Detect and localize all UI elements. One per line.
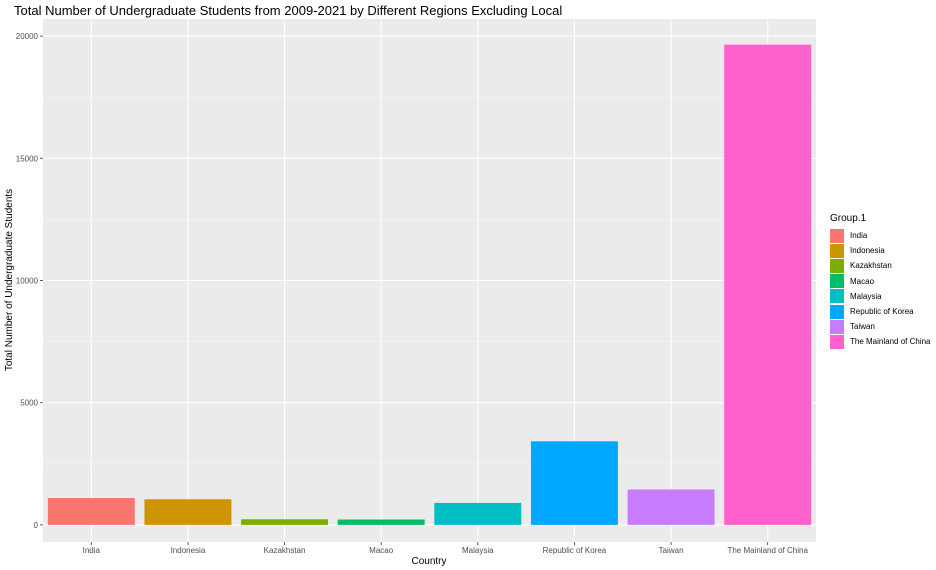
x-tick-label: Republic of Korea [543, 546, 607, 555]
bar [144, 499, 232, 525]
legend-swatch [830, 228, 844, 243]
bar [241, 519, 329, 525]
bar [337, 519, 425, 525]
legend-title: Group.1 [830, 213, 867, 224]
x-tick-label: The Mainland of China [727, 546, 808, 555]
x-tick-label: Malaysia [462, 546, 494, 555]
grid-lines [43, 19, 816, 542]
legend-label: Indonesia [850, 246, 885, 256]
legend-item: India [830, 228, 931, 243]
legend-swatch [830, 319, 844, 334]
x-tick-label: Taiwan [659, 546, 684, 555]
legend-swatch [830, 243, 844, 258]
y-tick-label: 20000 [16, 32, 39, 41]
x-tick-label: Macao [369, 546, 394, 555]
legend-label: Malaysia [850, 291, 882, 301]
x-tick-label: India [83, 546, 101, 555]
legend-label: The Mainland of China [850, 337, 931, 347]
legend-label: Taiwan [850, 322, 875, 332]
legend-swatch [830, 274, 844, 289]
legend-swatch [830, 258, 844, 273]
legend-items: India Indonesia Kazakhstan Macao Malaysia Rep… [830, 228, 931, 350]
y-axis-label: Total Number of Undergraduate Students [4, 189, 15, 371]
legend-item: Malaysia [830, 289, 931, 304]
x-axis-label: Country [411, 556, 446, 567]
x-axis: India Indonesia Kazakhstan Macao Malaysia Rep… [83, 542, 808, 555]
x-tick-label: Indonesia [171, 546, 206, 555]
bar [530, 441, 618, 525]
y-tick-label: 15000 [16, 154, 39, 163]
bar [627, 489, 715, 525]
x-tick-label: Kazakhstan [264, 546, 306, 555]
legend-item: Macao [830, 274, 931, 289]
y-axis: 0 5000 10000 15000 20000 [16, 32, 43, 530]
legend-label: Macao [850, 276, 875, 286]
legend-swatch [830, 334, 844, 349]
legend-item: The Mainland of China [830, 334, 931, 349]
legend-label: Republic of Korea [850, 307, 914, 317]
bar [47, 498, 135, 525]
y-tick-label: 10000 [16, 277, 39, 286]
bar [434, 502, 522, 525]
bar [724, 44, 812, 525]
y-tick-label: 0 [34, 521, 39, 530]
bars [47, 44, 812, 525]
legend-label: India [850, 231, 868, 241]
legend-item: Taiwan [830, 319, 931, 334]
legend-swatch [830, 289, 844, 304]
legend-swatch [830, 304, 844, 319]
legend-label: Kazakhstan [850, 261, 892, 271]
y-tick-label: 5000 [20, 399, 38, 408]
legend-item: Indonesia [830, 243, 931, 258]
chart-title: Total Number of Undergraduate Students f… [14, 3, 563, 18]
legend-item: Republic of Korea [830, 304, 931, 319]
legend: Group.1 India Indonesia Kazakhstan Macao Mal… [830, 213, 931, 350]
legend-item: Kazakhstan [830, 258, 931, 273]
